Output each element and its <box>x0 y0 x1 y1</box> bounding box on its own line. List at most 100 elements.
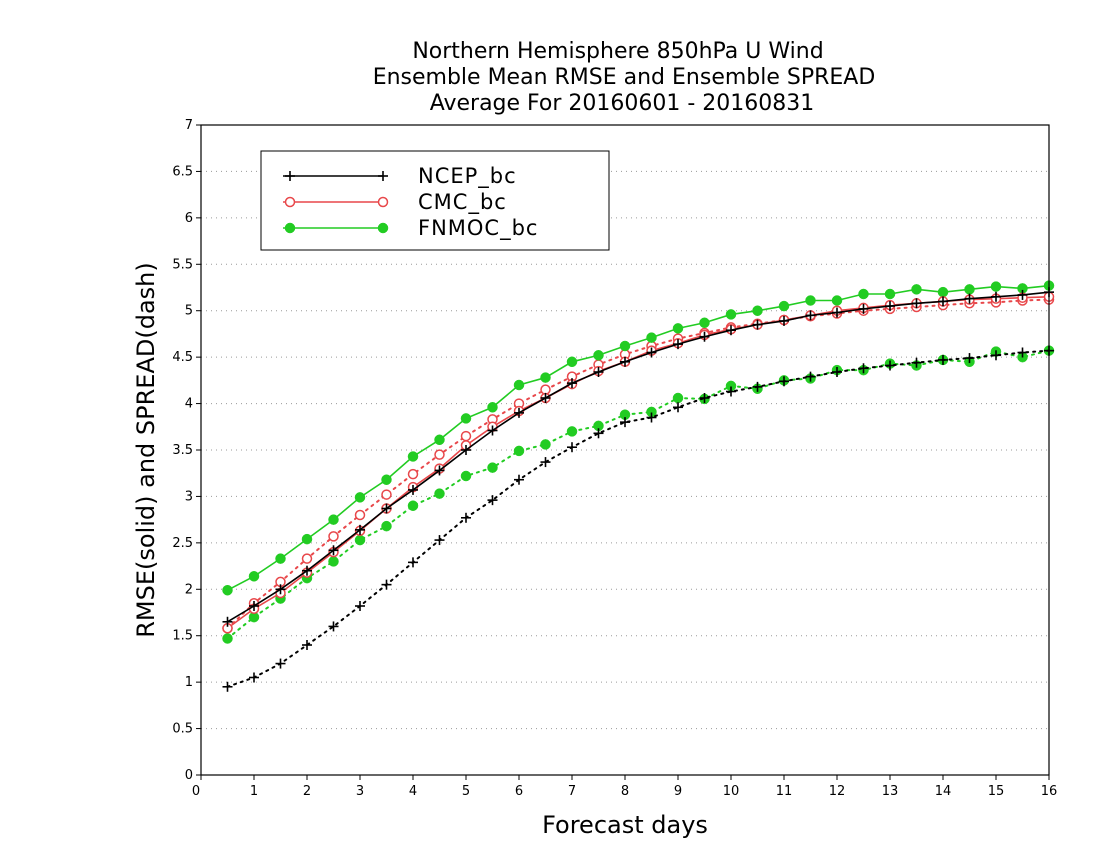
ncep-bc-rmse-point <box>328 545 339 556</box>
ncep-bc-rmse-point <box>620 356 630 367</box>
x-tick-label: 8 <box>621 784 629 799</box>
series-layer <box>222 280 1055 692</box>
cmc-bc-spread-line <box>226 298 1050 630</box>
y-tick-label: 6.5 <box>172 164 193 179</box>
fnmoc-bc-rmse-point <box>990 281 1002 292</box>
x-tick-label: 4 <box>409 784 417 799</box>
y-tick-label: 5 <box>185 304 193 319</box>
fnmoc-bc-rmse-point <box>487 402 498 413</box>
ncep-bc-rmse-point <box>805 310 816 321</box>
fnmoc-bc-spread-point <box>354 534 366 546</box>
ncep-bc-rmse-point <box>646 347 657 358</box>
fnmoc-bc-rmse-point <box>699 317 710 329</box>
ncep-bc-spread-point <box>567 442 577 453</box>
fnmoc-bc-rmse-point <box>566 356 578 368</box>
fnmoc-bc-rmse-point <box>937 286 949 298</box>
ncep-bc-rmse-point <box>593 367 604 377</box>
x-tick-label: 16 <box>1041 784 1058 799</box>
chart-title-line-1: Northern Hemisphere 850hPa U Wind <box>412 39 823 64</box>
ncep-bc-spread-point <box>249 672 259 683</box>
legend-item-ncep-bc: NCEP_bc <box>283 164 517 189</box>
fnmoc-bc-spread-point <box>540 439 551 450</box>
fnmoc-bc-spread-point <box>381 520 392 532</box>
fnmoc-bc-rmse-point <box>248 571 260 582</box>
fnmoc-bc-rmse-line <box>227 284 1050 591</box>
ncep-bc-spread-point <box>726 386 736 397</box>
cmc-bc-spread-point <box>381 489 392 500</box>
legend-label: CMC_bc <box>418 190 507 215</box>
fnmoc-bc-spread-point <box>222 633 233 644</box>
ncep-bc-rmse-point <box>355 524 365 535</box>
fnmoc-bc-rmse-point <box>222 584 233 596</box>
fnmoc-bc-rmse-point <box>778 300 790 312</box>
fnmoc-bc-rmse-point <box>381 474 392 485</box>
y-axis: 0 0.5 1 1.5 2 2.5 3 3.5 4 4.5 5 5.5 6 6.5 7 <box>172 118 201 783</box>
fnmoc-bc-rmse-point <box>884 288 896 300</box>
ncep-bc-rmse-point <box>461 445 471 455</box>
x-tick-label: 9 <box>674 784 682 799</box>
fnmoc-bc-rmse-point <box>354 492 366 503</box>
fnmoc-bc-rmse-point <box>964 284 975 295</box>
ncep-bc-spread-point <box>620 417 630 428</box>
fnmoc-bc-rmse-point <box>911 284 922 295</box>
legend-marker <box>377 196 389 208</box>
ncep-bc-rmse-point <box>249 601 259 611</box>
ncep-bc-spread-point <box>699 393 710 403</box>
fnmoc-bc-rmse-point <box>460 413 472 424</box>
ncep-bc-rmse-point <box>540 393 551 403</box>
chart-title-line-3: Average For 20160601 - 20160831 <box>430 91 815 116</box>
ncep-bc-spread-point <box>911 357 922 368</box>
ncep-bc-rmse-point <box>964 293 975 304</box>
fnmoc-bc-rmse-point <box>328 514 339 525</box>
chart-title-line-2: Ensemble Mean RMSE and Ensemble SPREAD <box>373 65 876 90</box>
ncep-bc-rmse-point <box>991 291 1001 302</box>
fnmoc-bc-spread-point <box>328 556 339 567</box>
ncep-bc-rmse-point <box>699 331 710 342</box>
ncep-bc-spread-point <box>938 354 948 365</box>
grid-lines <box>201 170 1049 730</box>
ncep-bc-rmse-point <box>1017 289 1028 300</box>
legend-label: NCEP_bc <box>418 164 517 189</box>
ncep-bc-rmse-point <box>222 616 233 627</box>
fnmoc-bc-spread-point <box>672 392 684 404</box>
ncep-bc-spread-point <box>275 658 286 669</box>
y-tick-label: 5.5 <box>172 257 193 272</box>
fnmoc-bc-spread-line <box>226 349 1050 640</box>
y-tick-label: 2.5 <box>172 536 193 551</box>
x-axis-label: Forecast days <box>542 811 708 839</box>
ncep-bc-spread-point <box>1017 347 1028 358</box>
ncep-bc-rmse-point <box>514 407 524 418</box>
y-tick-label: 0 <box>185 768 193 783</box>
x-tick-label: 0 <box>192 784 200 799</box>
y-axis-label: RMSE(solid) and SPREAD(dash) <box>132 262 160 638</box>
x-tick-label: 1 <box>250 784 258 799</box>
ncep-bc-rmse-point <box>726 325 736 336</box>
legend-label: FNMOC_bc <box>418 216 538 241</box>
fnmoc-bc-rmse-point <box>593 350 604 361</box>
fnmoc-bc-rmse-point <box>619 340 631 352</box>
legend-item-fnmoc-bc: FNMOC_bc <box>283 216 538 241</box>
ncep-bc-spread-point <box>328 621 339 632</box>
y-tick-label: 0.5 <box>172 722 193 737</box>
ncep-bc-rmse-point <box>911 298 922 309</box>
fnmoc-bc-spread-point <box>434 488 445 499</box>
legend-marker <box>378 171 388 181</box>
ncep-bc-spread-point <box>408 557 418 568</box>
fnmoc-bc-rmse-point <box>434 434 445 446</box>
y-tick-label: 1.5 <box>172 629 193 644</box>
fnmoc-bc-rmse-point <box>646 332 657 343</box>
legend-marker <box>377 222 389 234</box>
fnmoc-bc-rmse-point <box>725 309 737 320</box>
ncep-bc-spread-point <box>461 512 471 523</box>
y-tick-label: 1 <box>185 675 193 690</box>
x-tick-label: 6 <box>515 784 523 799</box>
ncep-bc-spread-point <box>222 681 233 692</box>
x-tick-label: 12 <box>829 784 846 799</box>
chart-title: Northern Hemisphere 850hPa U Wind Ensemb… <box>373 39 876 116</box>
y-tick-label: 7 <box>185 118 193 133</box>
ncep-bc-spread-point <box>964 353 975 364</box>
ncep-bc-rmse-point <box>938 296 948 307</box>
ncep-bc-spread-point <box>434 535 445 546</box>
ncep-bc-rmse-point <box>858 303 869 314</box>
